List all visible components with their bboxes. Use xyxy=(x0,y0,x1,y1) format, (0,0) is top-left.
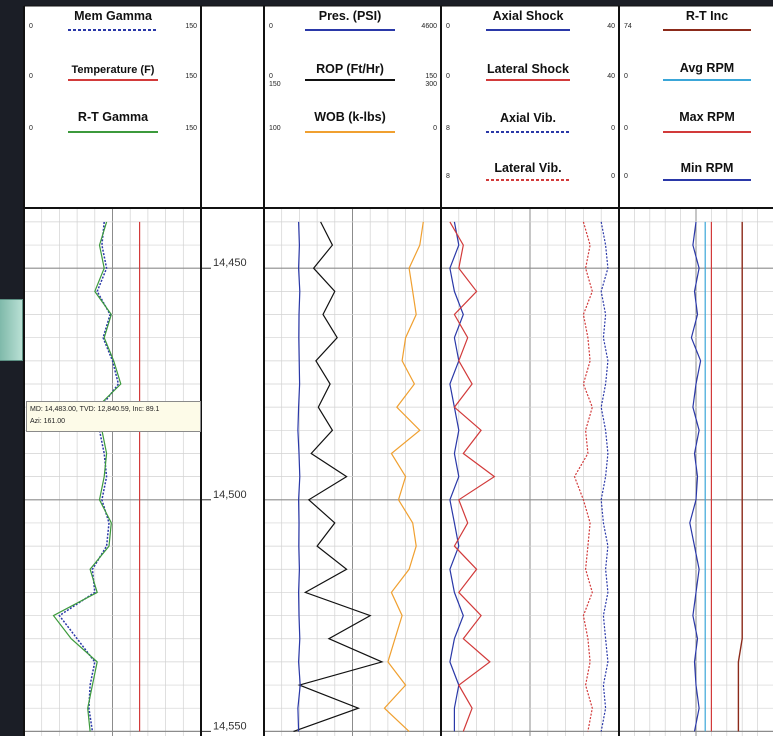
series-lateral-shock xyxy=(449,221,496,732)
legend-min-axial-vib: 8 xyxy=(446,125,450,132)
series-axial-shock xyxy=(449,221,464,732)
series-mem-gamma xyxy=(58,221,120,732)
legend-min-rpm: Min RPM xyxy=(681,161,734,175)
series-wob-k-lbs xyxy=(383,221,424,732)
legend-r-t-gamma: R-T Gamma xyxy=(78,110,149,124)
legend-pres-psi: Pres. (PSI) xyxy=(319,9,382,23)
legend-axial-vib: Axial Vib. xyxy=(500,111,556,125)
series-pres-psi xyxy=(297,221,301,732)
legend-min-min-rpm: 0 xyxy=(624,173,628,180)
legend-max-pres-psi: 4600 xyxy=(421,23,437,30)
legend-lateral-vib: Lateral Vib. xyxy=(494,161,561,175)
header-band xyxy=(24,6,773,208)
legend-min-wob-k-lbs: 100 xyxy=(269,125,281,132)
legend-min-temperature-f: 0 xyxy=(29,73,33,80)
series-rop-ft-hr xyxy=(293,221,384,732)
tooltip-line-1: MD: 14,483.00, TVD: 12,840.59, Inc: 89.1 xyxy=(30,406,160,413)
legend-mem-gamma: Mem Gamma xyxy=(74,9,153,23)
legend-wob-k-lbs: WOB (k-lbs) xyxy=(314,110,386,124)
legend-temperature-f: Temperature (F) xyxy=(72,64,155,76)
series-min-rpm xyxy=(689,221,702,732)
tooltip-line-2: Azi: 161.00 xyxy=(30,418,66,425)
legend-max-lateral-vib: 0 xyxy=(611,173,615,180)
legend-r-t-inc: R-T Inc xyxy=(686,9,728,23)
legend-max2-rop-ft-hr: 300 xyxy=(425,81,437,88)
legend-lateral-shock: Lateral Shock xyxy=(487,62,569,76)
legend-max-temperature-f: 150 xyxy=(185,73,197,80)
legend-min-avg-rpm: 0 xyxy=(624,73,628,80)
legend-max-wob-k-lbs: 0 xyxy=(433,125,437,132)
legend-min-mem-gamma: 0 xyxy=(29,23,33,30)
legend-max-axial-shock: 40 xyxy=(607,23,615,30)
legend-max-lateral-shock: 40 xyxy=(607,73,615,80)
legend-min-axial-shock: 0 xyxy=(446,23,450,30)
legend-min-r-t-inc: 74 xyxy=(624,23,632,30)
series-r-t-gamma xyxy=(52,221,122,732)
depth-tick-label: 14,500 xyxy=(213,489,247,501)
depth-tick-label: 14,450 xyxy=(213,257,247,269)
legend-max-axial-vib: 0 xyxy=(611,125,615,132)
legend-min-lateral-shock: 0 xyxy=(446,73,450,80)
legend-max-mem-gamma: 150 xyxy=(185,23,197,30)
legend-min-lateral-vib: 8 xyxy=(446,173,450,180)
depth-tick-label: 14,550 xyxy=(213,720,247,732)
legend-axial-shock: Axial Shock xyxy=(493,9,564,23)
legend-rop-ft-hr: ROP (Ft/Hr) xyxy=(316,62,384,76)
series-lateral-vib xyxy=(573,221,593,732)
legend-max-r-t-gamma: 150 xyxy=(185,125,197,132)
legend-max-rop-ft-hr: 150 xyxy=(425,73,437,80)
legend-max-rpm: Max RPM xyxy=(679,110,735,124)
legend-min2-rop-ft-hr: 150 xyxy=(269,81,281,88)
legend-avg-rpm: Avg RPM xyxy=(680,61,734,75)
legend-min-max-rpm: 0 xyxy=(624,125,628,132)
legend-min-r-t-gamma: 0 xyxy=(29,125,33,132)
top-strip xyxy=(24,0,773,6)
depth-tooltip: MD: 14,483.00, TVD: 12,840.59, Inc: 89.1… xyxy=(26,401,201,432)
series-r-t-inc xyxy=(737,221,743,732)
legend-min-pres-psi: 0 xyxy=(269,23,273,30)
side-panel-tab[interactable] xyxy=(0,299,23,361)
legend-min-rop-ft-hr: 0 xyxy=(269,73,273,80)
